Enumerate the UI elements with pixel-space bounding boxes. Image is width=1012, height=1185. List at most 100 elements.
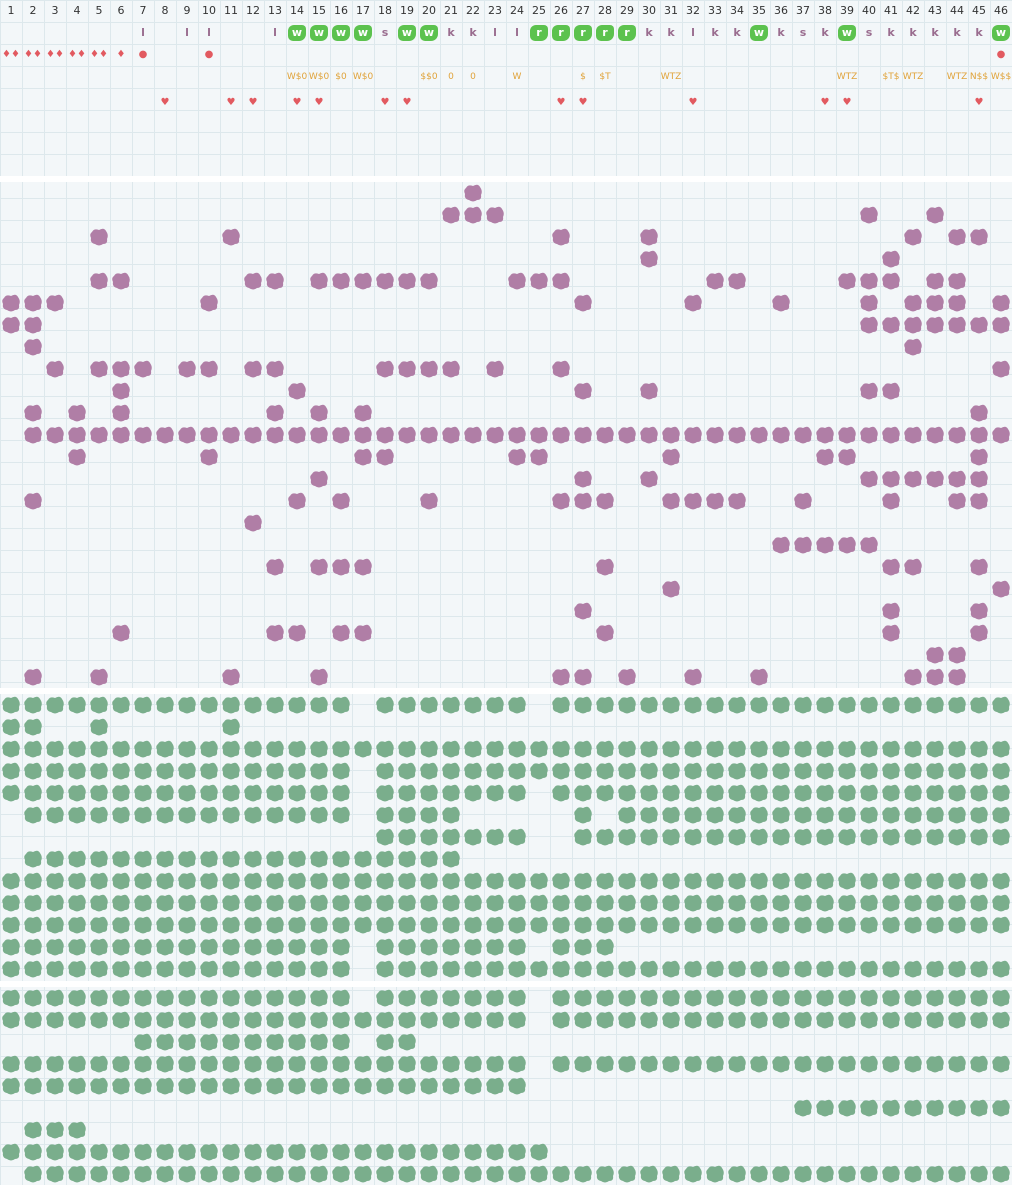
green-tile[interactable] <box>991 915 1011 935</box>
mauve-tile[interactable] <box>23 315 43 335</box>
green-tile[interactable] <box>595 893 615 913</box>
highlighted-letter-tile[interactable]: w <box>750 25 768 41</box>
green-tile[interactable] <box>749 915 769 935</box>
green-tile[interactable] <box>969 893 989 913</box>
mauve-tile[interactable] <box>903 557 923 577</box>
mauve-tile[interactable] <box>309 425 329 445</box>
green-tile[interactable] <box>903 1164 923 1184</box>
green-tile[interactable] <box>683 805 703 825</box>
green-tile[interactable] <box>441 959 461 979</box>
mauve-tile[interactable] <box>419 271 439 291</box>
green-tile[interactable] <box>1 915 21 935</box>
mauve-tile[interactable] <box>749 425 769 445</box>
green-tile[interactable] <box>573 1010 593 1030</box>
green-tile[interactable] <box>155 988 175 1008</box>
green-tile[interactable] <box>375 695 395 715</box>
green-tile[interactable] <box>947 893 967 913</box>
green-tile[interactable] <box>89 783 109 803</box>
mauve-tile[interactable] <box>881 623 901 643</box>
mauve-tile[interactable] <box>903 469 923 489</box>
mauve-tile[interactable] <box>573 491 593 511</box>
green-tile[interactable] <box>529 761 549 781</box>
highlighted-letter-tile[interactable]: w <box>992 25 1010 41</box>
green-tile[interactable] <box>199 849 219 869</box>
green-tile[interactable] <box>727 988 747 1008</box>
green-tile[interactable] <box>727 1054 747 1074</box>
mauve-tile[interactable] <box>573 381 593 401</box>
mauve-tile[interactable] <box>749 667 769 687</box>
mauve-tile[interactable] <box>771 535 791 555</box>
green-tile[interactable] <box>463 988 483 1008</box>
green-tile[interactable] <box>265 695 285 715</box>
mauve-tile[interactable] <box>661 425 681 445</box>
green-tile[interactable] <box>771 1164 791 1184</box>
green-tile[interactable] <box>199 695 219 715</box>
green-tile[interactable] <box>243 783 263 803</box>
mauve-tile[interactable] <box>903 315 923 335</box>
green-tile[interactable] <box>243 1054 263 1074</box>
green-tile[interactable] <box>221 988 241 1008</box>
green-tile[interactable] <box>639 783 659 803</box>
green-tile[interactable] <box>419 695 439 715</box>
green-tile[interactable] <box>397 988 417 1008</box>
green-tile[interactable] <box>199 1010 219 1030</box>
green-tile[interactable] <box>925 695 945 715</box>
green-tile[interactable] <box>991 988 1011 1008</box>
green-tile[interactable] <box>727 1010 747 1030</box>
mauve-tile[interactable] <box>507 447 527 467</box>
green-tile[interactable] <box>837 1010 857 1030</box>
green-tile[interactable] <box>111 871 131 891</box>
green-tile[interactable] <box>309 1032 329 1052</box>
green-tile[interactable] <box>485 827 505 847</box>
green-tile[interactable] <box>287 1076 307 1096</box>
highlighted-letter-tile[interactable]: r <box>574 25 592 41</box>
green-tile[interactable] <box>221 871 241 891</box>
mauve-tile[interactable] <box>331 425 351 445</box>
green-tile[interactable] <box>265 805 285 825</box>
green-tile[interactable] <box>177 1076 197 1096</box>
mauve-tile[interactable] <box>111 425 131 445</box>
green-tile[interactable] <box>771 915 791 935</box>
green-tile[interactable] <box>287 739 307 759</box>
mauve-tile[interactable] <box>991 425 1011 445</box>
green-tile[interactable] <box>375 761 395 781</box>
green-tile[interactable] <box>309 849 329 869</box>
mauve-tile[interactable] <box>881 491 901 511</box>
green-tile[interactable] <box>309 871 329 891</box>
green-tile[interactable] <box>243 1164 263 1184</box>
green-tile[interactable] <box>111 959 131 979</box>
green-tile[interactable] <box>705 988 725 1008</box>
green-tile[interactable] <box>155 1164 175 1184</box>
green-tile[interactable] <box>67 739 87 759</box>
green-tile[interactable] <box>441 893 461 913</box>
green-tile[interactable] <box>639 959 659 979</box>
mauve-tile[interactable] <box>551 227 571 247</box>
green-tile[interactable] <box>815 1054 835 1074</box>
mauve-tile[interactable] <box>1 293 21 313</box>
green-tile[interactable] <box>177 805 197 825</box>
green-tile[interactable] <box>309 988 329 1008</box>
green-tile[interactable] <box>595 761 615 781</box>
green-tile[interactable] <box>133 893 153 913</box>
green-tile[interactable] <box>727 805 747 825</box>
green-tile[interactable] <box>837 871 857 891</box>
green-tile[interactable] <box>683 827 703 847</box>
green-tile[interactable] <box>199 1054 219 1074</box>
green-tile[interactable] <box>221 1054 241 1074</box>
green-tile[interactable] <box>991 827 1011 847</box>
green-tile[interactable] <box>375 1010 395 1030</box>
green-tile[interactable] <box>23 1054 43 1074</box>
mauve-tile[interactable] <box>243 425 263 445</box>
green-tile[interactable] <box>309 893 329 913</box>
green-tile[interactable] <box>155 1032 175 1052</box>
green-tile[interactable] <box>771 783 791 803</box>
green-tile[interactable] <box>375 1142 395 1162</box>
green-tile[interactable] <box>45 805 65 825</box>
green-tile[interactable] <box>309 1164 329 1184</box>
green-tile[interactable] <box>177 1142 197 1162</box>
green-tile[interactable] <box>441 1054 461 1074</box>
green-tile[interactable] <box>969 915 989 935</box>
green-tile[interactable] <box>67 915 87 935</box>
green-tile[interactable] <box>45 739 65 759</box>
green-tile[interactable] <box>221 937 241 957</box>
